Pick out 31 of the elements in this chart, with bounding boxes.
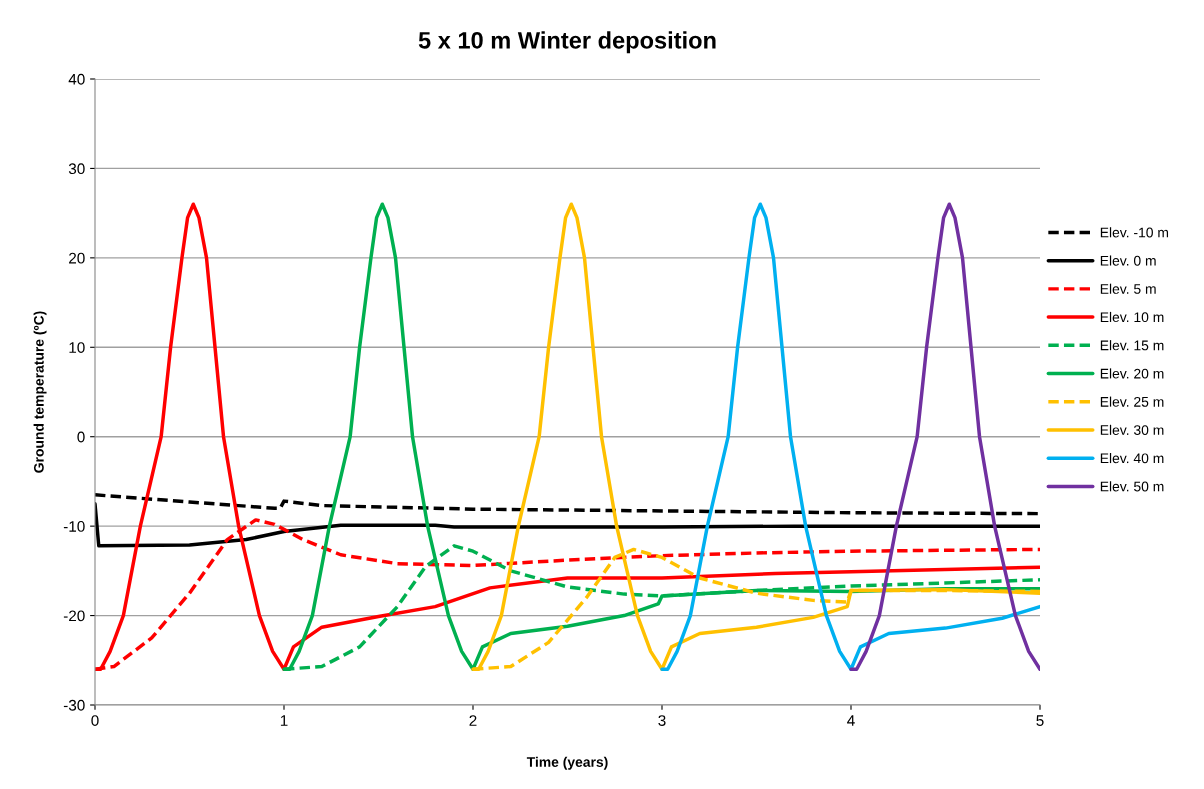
x-tick-label: 1 — [280, 715, 288, 726]
chart-title: 5 x 10 m Winter deposition — [418, 31, 716, 54]
legend-label: Elev. 30 m — [1100, 424, 1164, 435]
legend-label: Elev. 10 m — [1100, 311, 1164, 323]
legend-label: Elev. 15 m — [1100, 340, 1164, 351]
x-tick-label: 0 — [91, 715, 99, 726]
y-tick-label: 0 — [77, 431, 85, 443]
line-series — [849, 202, 1040, 671]
y-axis-title: Ground temperature (ºC) — [33, 311, 47, 473]
x-tick-label: 5 — [1036, 715, 1044, 726]
y-tick-label: 30 — [68, 163, 85, 175]
y-tick-label: 10 — [69, 342, 85, 353]
x-tick-label: 2 — [469, 715, 477, 726]
legend-label: Elev. 40 m — [1100, 453, 1164, 464]
line-series — [95, 493, 1040, 516]
y-tick-label: 20 — [69, 252, 85, 264]
x-axis-title: Time (years) — [526, 756, 608, 770]
x-tick-label: 4 — [847, 715, 855, 726]
y-tick-label: 40 — [68, 73, 85, 85]
line-series — [95, 502, 1040, 548]
line-series — [660, 202, 1040, 671]
legend-label: Elev. 50 m — [1100, 481, 1164, 492]
legend-label: Elev. 20 m — [1100, 368, 1164, 379]
y-tick-label: -30 — [63, 699, 85, 711]
legend-label: Elev. 25 m — [1100, 396, 1164, 407]
legend-label: Elev. -10 m — [1100, 227, 1169, 238]
y-tick-label: -10 — [63, 521, 85, 532]
legend-label: Elev. 5 m — [1100, 283, 1156, 294]
x-tick-label: 3 — [658, 715, 666, 726]
y-tick-label: -20 — [63, 610, 85, 622]
legend-label: Elev. 0 m — [1100, 255, 1156, 266]
